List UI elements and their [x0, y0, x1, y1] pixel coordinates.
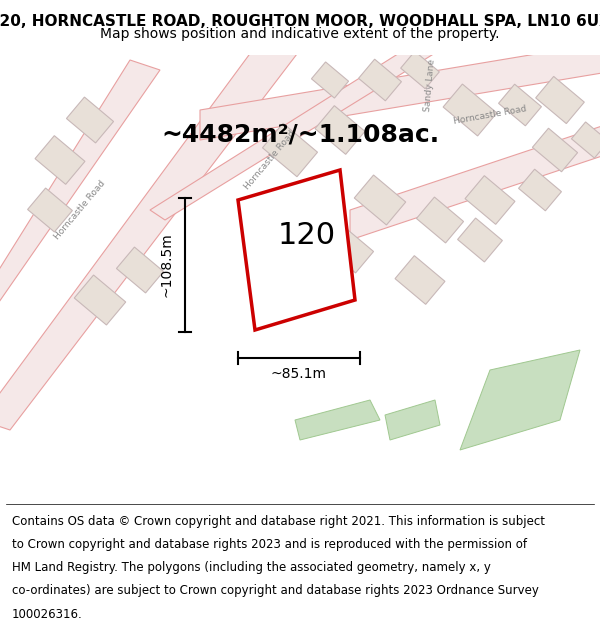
- Polygon shape: [499, 84, 541, 126]
- Text: ~108.5m: ~108.5m: [160, 232, 174, 298]
- Polygon shape: [385, 400, 440, 440]
- Polygon shape: [238, 170, 355, 330]
- Polygon shape: [315, 106, 365, 154]
- Polygon shape: [465, 176, 515, 224]
- Text: Horncastle Road: Horncastle Road: [53, 179, 107, 241]
- Polygon shape: [359, 59, 401, 101]
- Text: ~85.1m: ~85.1m: [271, 367, 327, 381]
- Polygon shape: [0, 60, 160, 315]
- Polygon shape: [350, 120, 600, 240]
- Polygon shape: [0, 40, 300, 430]
- Polygon shape: [416, 197, 464, 243]
- Polygon shape: [460, 350, 580, 450]
- Text: 120, HORNCASTLE ROAD, ROUGHTON MOOR, WOODHALL SPA, LN10 6UX: 120, HORNCASTLE ROAD, ROUGHTON MOOR, WOO…: [0, 14, 600, 29]
- Polygon shape: [458, 218, 502, 262]
- Text: Map shows position and indicative extent of the property.: Map shows position and indicative extent…: [100, 28, 500, 41]
- Polygon shape: [532, 128, 578, 172]
- Polygon shape: [518, 169, 562, 211]
- Text: 120: 120: [278, 221, 336, 249]
- Text: Horncastle Road: Horncastle Road: [243, 129, 297, 191]
- Polygon shape: [311, 62, 349, 98]
- Text: to Crown copyright and database rights 2023 and is reproduced with the permissio: to Crown copyright and database rights 2…: [12, 538, 527, 551]
- Polygon shape: [354, 175, 406, 225]
- Polygon shape: [571, 122, 600, 158]
- Polygon shape: [116, 247, 164, 293]
- Text: HM Land Registry. The polygons (including the associated geometry, namely x, y: HM Land Registry. The polygons (includin…: [12, 561, 491, 574]
- Polygon shape: [326, 227, 374, 273]
- Polygon shape: [262, 123, 317, 177]
- Text: 100026316.: 100026316.: [12, 608, 83, 621]
- Polygon shape: [536, 76, 584, 124]
- Polygon shape: [28, 188, 73, 232]
- Polygon shape: [401, 51, 439, 89]
- Text: ~4482m²/~1.108ac.: ~4482m²/~1.108ac.: [161, 123, 439, 147]
- Polygon shape: [35, 136, 85, 184]
- Polygon shape: [443, 84, 497, 136]
- Polygon shape: [74, 275, 126, 325]
- Polygon shape: [395, 256, 445, 304]
- Text: Sandy Lane: Sandy Lane: [423, 58, 437, 112]
- Polygon shape: [200, 40, 600, 140]
- Text: Contains OS data © Crown copyright and database right 2021. This information is : Contains OS data © Crown copyright and d…: [12, 515, 545, 528]
- Polygon shape: [67, 97, 113, 143]
- Polygon shape: [150, 40, 440, 220]
- Polygon shape: [295, 400, 380, 440]
- Text: co-ordinates) are subject to Crown copyright and database rights 2023 Ordnance S: co-ordinates) are subject to Crown copyr…: [12, 584, 539, 598]
- Text: Horncastle Road: Horncastle Road: [453, 104, 527, 126]
